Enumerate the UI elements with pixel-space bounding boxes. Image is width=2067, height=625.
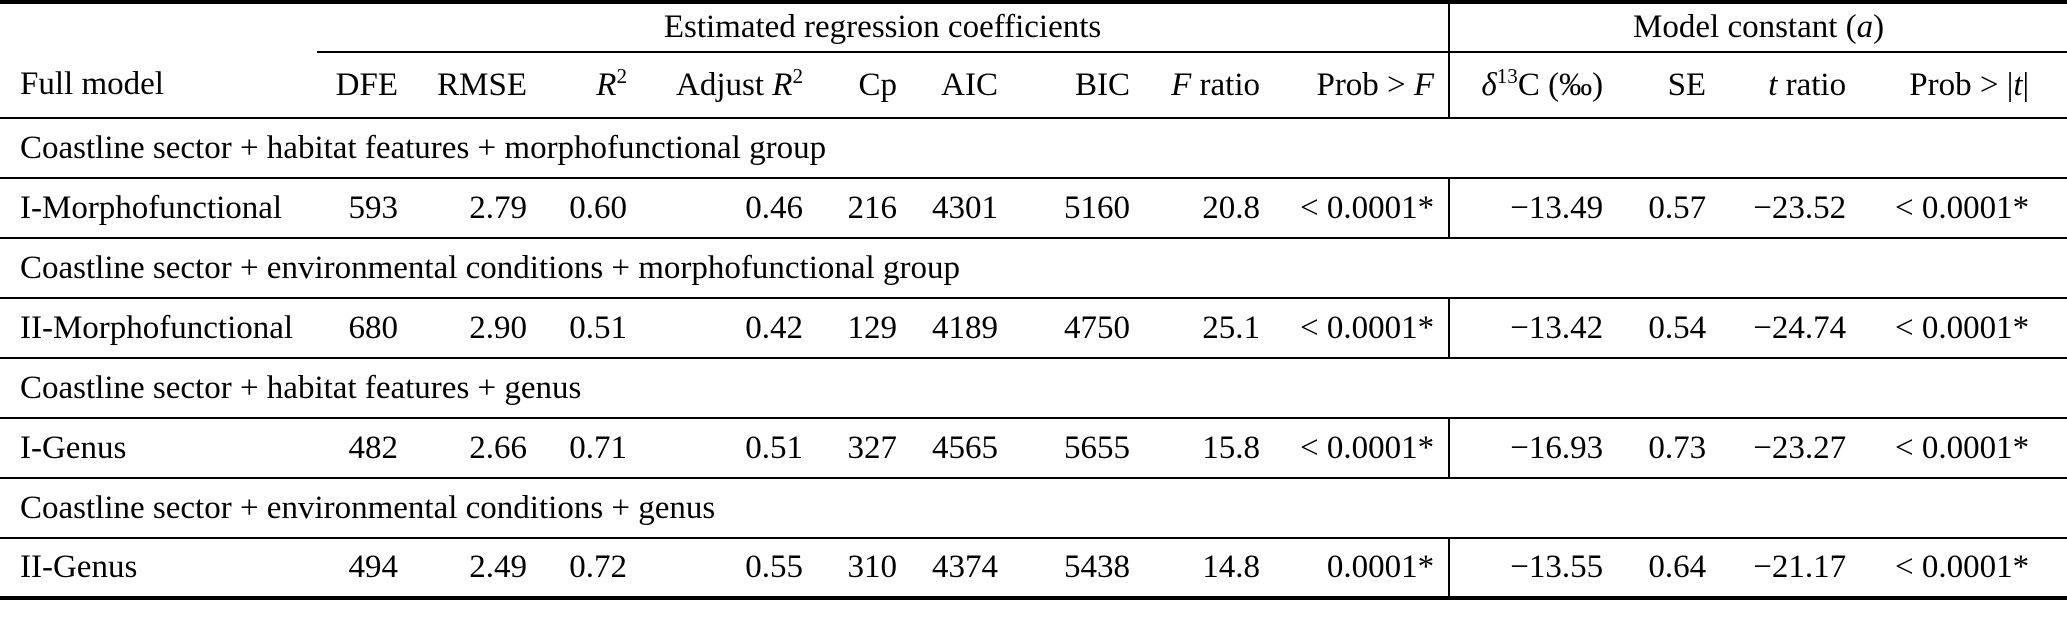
- cell-adjust-r2: 0.42: [641, 298, 817, 359]
- data-row: I-Genus 482 2.66 0.71 0.51 327 4565 5655…: [0, 418, 2067, 479]
- cell-dfe: 494: [317, 538, 412, 599]
- spanner-row: Estimated regression coefficients Model …: [0, 2, 2067, 53]
- col-header-prob-f: Prob > F: [1274, 52, 1450, 119]
- cell-f-ratio: 14.8: [1144, 538, 1274, 599]
- cell-aic: 4565: [911, 418, 1012, 479]
- cell-cp: 216: [817, 178, 911, 239]
- col-header-rmse: RMSE: [412, 52, 541, 119]
- col-header-bic: BIC: [1012, 52, 1144, 119]
- cell-se: 0.64: [1617, 538, 1721, 599]
- col-header-se: SE: [1617, 52, 1721, 119]
- cell-prob-f: < 0.0001*: [1274, 418, 1450, 479]
- section-title: Coastline sector + habitat features + ge…: [0, 358, 2067, 419]
- section-row: Coastline sector + habitat features + mo…: [0, 118, 2067, 179]
- col-header-full-model: Full model: [0, 52, 317, 119]
- col-header-adjust-r2: Adjust R2: [641, 52, 817, 119]
- col-header-t-ratio: t ratio: [1720, 52, 1861, 119]
- regression-models-table: Estimated regression coefficients Model …: [0, 0, 2067, 600]
- col-header-f-ratio: F ratio: [1144, 52, 1274, 119]
- cell-spacer: [2043, 418, 2067, 479]
- cell-t-ratio: −23.52: [1720, 178, 1861, 239]
- cell-cp: 310: [817, 538, 911, 599]
- column-header-row: Full model DFE RMSE R2 Adjust R2 Cp AIC …: [0, 52, 2067, 119]
- cell-bic: 4750: [1012, 298, 1144, 359]
- cell-aic: 4301: [911, 178, 1012, 239]
- cell-t-ratio: −24.74: [1720, 298, 1861, 359]
- cell-aic: 4374: [911, 538, 1012, 599]
- cell-prob-t: < 0.0001*: [1860, 538, 2044, 599]
- col-header-aic: AIC: [911, 52, 1012, 119]
- cell-delta13c: −13.42: [1448, 298, 1618, 359]
- cell-t-ratio: −21.17: [1720, 538, 1861, 599]
- cell-delta13c: −16.93: [1448, 418, 1618, 479]
- cell-adjust-r2: 0.51: [641, 418, 817, 479]
- cell-spacer: [2043, 298, 2067, 359]
- row-label: II-Morphofunctional: [0, 298, 317, 359]
- cell-prob-t: < 0.0001*: [1860, 418, 2044, 479]
- row-label: I-Morphofunctional: [0, 178, 317, 239]
- cell-rmse: 2.66: [412, 418, 541, 479]
- col-header-spacer: [2043, 52, 2067, 119]
- data-row: I-Morphofunctional 593 2.79 0.60 0.46 21…: [0, 178, 2067, 239]
- section-row: Coastline sector + environmental conditi…: [0, 478, 2067, 539]
- section-title: Coastline sector + environmental conditi…: [0, 238, 2067, 299]
- cell-r2: 0.60: [541, 178, 641, 239]
- row-label: I-Genus: [0, 418, 317, 479]
- cell-bic: 5438: [1012, 538, 1144, 599]
- cell-f-ratio: 15.8: [1144, 418, 1274, 479]
- section-title: Coastline sector + habitat features + mo…: [0, 118, 2067, 179]
- cell-se: 0.73: [1617, 418, 1721, 479]
- spanner-model-constant: Model constant (a): [1448, 2, 2067, 53]
- cell-adjust-r2: 0.55: [641, 538, 817, 599]
- cell-prob-f: < 0.0001*: [1274, 298, 1450, 359]
- cell-dfe: 680: [317, 298, 412, 359]
- cell-bic: 5655: [1012, 418, 1144, 479]
- cell-se: 0.54: [1617, 298, 1721, 359]
- cell-rmse: 2.90: [412, 298, 541, 359]
- col-header-delta13c: δ13C (‰): [1448, 52, 1618, 119]
- cell-prob-f: 0.0001*: [1274, 538, 1450, 599]
- section-row: Coastline sector + habitat features + ge…: [0, 358, 2067, 419]
- cell-prob-f: < 0.0001*: [1274, 178, 1450, 239]
- cell-cp: 327: [817, 418, 911, 479]
- col-header-prob-t: Prob > |t|: [1860, 52, 2044, 119]
- row-label: II-Genus: [0, 538, 317, 599]
- cell-rmse: 2.79: [412, 178, 541, 239]
- cell-dfe: 482: [317, 418, 412, 479]
- col-header-cp: Cp: [817, 52, 911, 119]
- cell-delta13c: −13.49: [1448, 178, 1618, 239]
- section-row: Coastline sector + environmental conditi…: [0, 238, 2067, 299]
- cell-delta13c: −13.55: [1448, 538, 1618, 599]
- spanner-estimated-regression-coefficients: Estimated regression coefficients: [317, 2, 1450, 53]
- spanner-empty-cell: [0, 2, 317, 52]
- cell-r2: 0.51: [541, 298, 641, 359]
- cell-se: 0.57: [1617, 178, 1721, 239]
- data-row: II-Morphofunctional 680 2.90 0.51 0.42 1…: [0, 298, 2067, 359]
- col-header-dfe: DFE: [317, 52, 412, 119]
- cell-spacer: [2043, 178, 2067, 239]
- data-row: II-Genus 494 2.49 0.72 0.55 310 4374 543…: [0, 538, 2067, 599]
- cell-r2: 0.72: [541, 538, 641, 599]
- cell-spacer: [2043, 538, 2067, 599]
- cell-dfe: 593: [317, 178, 412, 239]
- cell-aic: 4189: [911, 298, 1012, 359]
- cell-bic: 5160: [1012, 178, 1144, 239]
- cell-t-ratio: −23.27: [1720, 418, 1861, 479]
- cell-prob-t: < 0.0001*: [1860, 178, 2044, 239]
- cell-r2: 0.71: [541, 418, 641, 479]
- cell-f-ratio: 25.1: [1144, 298, 1274, 359]
- section-title: Coastline sector + environmental conditi…: [0, 478, 2067, 539]
- col-header-r2: R2: [541, 52, 641, 119]
- cell-prob-t: < 0.0001*: [1860, 298, 2044, 359]
- cell-cp: 129: [817, 298, 911, 359]
- cell-rmse: 2.49: [412, 538, 541, 599]
- cell-adjust-r2: 0.46: [641, 178, 817, 239]
- cell-f-ratio: 20.8: [1144, 178, 1274, 239]
